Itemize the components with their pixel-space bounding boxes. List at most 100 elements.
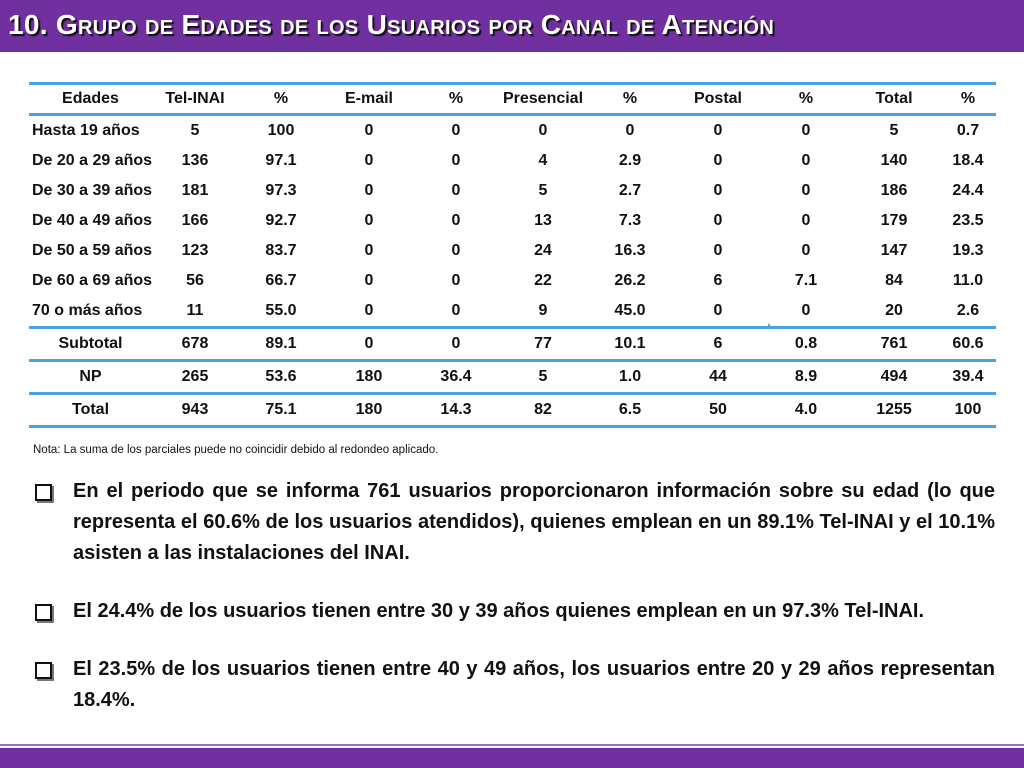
table-cell: 2.9	[618, 152, 642, 169]
table-cell: 186	[880, 182, 908, 199]
table-row: NP 265 53.6 180 36.4 5 1.0 44 8.9 494 39.4	[29, 359, 996, 394]
table-cell: 0	[713, 182, 723, 199]
table-row: De 40 a 49 años 166 92.7 0 0 13 7.3 0 0 179 23.5	[29, 206, 996, 236]
table-cell: 45.0	[614, 302, 646, 319]
table-row: Hasta 19 años 5 100 0 0 0 0 0 0 5 0.7	[29, 115, 996, 147]
table-cell: 0	[801, 302, 811, 319]
table-cell: 0	[713, 152, 723, 169]
table-cell: 7.1	[794, 272, 818, 289]
table-row: De 20 a 29 años 136 97.1 0 0 4 2.9 0 0 140 18.4	[29, 146, 996, 176]
table-cell: 0	[364, 122, 374, 139]
table-cell: 5	[538, 182, 548, 199]
table-cell: 24.4	[952, 182, 984, 199]
table-cell: 100	[267, 122, 295, 139]
checkbox-bullet-icon	[35, 484, 52, 501]
table-cell: 53.6	[238, 359, 324, 394]
table-cell: 4	[538, 152, 548, 169]
summary-bullets: En el periodo que se informa 761 usuario…	[33, 476, 995, 716]
table-cell: 6	[713, 272, 723, 289]
table-cell: 13	[534, 212, 552, 229]
table-cell: 0	[713, 212, 723, 229]
table-cell: 0	[364, 212, 374, 229]
table-cell: 77	[498, 326, 588, 361]
table-cell: 82	[498, 392, 588, 428]
table-cell: 89.1	[238, 326, 324, 361]
table-cell: 180	[324, 359, 414, 394]
table-cell: 0	[364, 152, 374, 169]
table-cell: 97.1	[265, 152, 297, 169]
table-cell: 55.0	[265, 302, 297, 319]
table-cell: 6	[672, 326, 764, 361]
table-cell: 9	[538, 302, 548, 319]
table-cell: 44	[672, 359, 764, 394]
header-presencial: Presencial	[498, 82, 588, 116]
table-cell: 39.4	[940, 359, 996, 394]
row-label-cell: Hasta 19 años	[32, 122, 140, 139]
table-cell: 23.5	[952, 212, 984, 229]
table-cell: 943	[152, 392, 238, 428]
table-cell: 50	[672, 392, 764, 428]
slide-title: 10. Grupo de Edades de los Usuarios por …	[8, 9, 775, 40]
table-cell: 180	[324, 392, 414, 428]
table-cell: 0	[801, 212, 811, 229]
table-cell: 0	[451, 272, 461, 289]
row-label-cell: Subtotal	[29, 326, 152, 361]
table-cell: 66.7	[265, 272, 297, 289]
table-cell: 83.7	[265, 242, 297, 259]
table-header-row: Edades Tel-INAI % E-mail % Presencial % …	[29, 82, 996, 116]
bullet-text: El 24.4% de los usuarios tienen entre 30…	[73, 600, 925, 622]
row-label-cell: Total	[29, 392, 152, 428]
table-cell: 2.6	[956, 302, 980, 319]
row-label-cell: De 40 a 49 años	[32, 212, 153, 229]
table-cell: 0	[713, 302, 723, 319]
table-cell: 0.7	[956, 122, 980, 139]
table-cell: 19.3	[952, 242, 984, 259]
header-tel-inai: Tel-INAI	[152, 82, 238, 116]
table-cell: 179	[880, 212, 908, 229]
title-bar: 10. Grupo de Edades de los Usuarios por …	[0, 0, 1024, 52]
table-cell: 140	[880, 152, 908, 169]
table-cell: 14.3	[414, 392, 498, 428]
table-cell: 1.0	[588, 359, 672, 394]
table-cell: 11	[186, 302, 204, 319]
table-cell: 8.9	[764, 359, 848, 394]
bullet-item: El 24.4% de los usuarios tienen entre 30…	[33, 596, 995, 627]
table-cell: 265	[152, 359, 238, 394]
table-cell: 181	[181, 182, 209, 199]
table-cell: 123	[181, 242, 209, 259]
table-row: De 50 a 59 años 123 83.7 0 0 24 16.3 0 0 147 19.3	[29, 236, 996, 266]
table-cell: 2.7	[618, 182, 642, 199]
table-row: De 60 a 69 años 56 66.7 0 0 22 26.2 6 7.1 84 11.0	[29, 266, 996, 296]
table-cell: 0	[451, 122, 461, 139]
table-cell: 100	[940, 392, 996, 428]
footer-line	[0, 744, 1024, 746]
table-cell: 4.0	[764, 392, 848, 428]
header-postal: Postal	[672, 82, 764, 116]
table-cell: 5	[498, 359, 588, 394]
marker-triangle-icon	[768, 323, 774, 329]
footer-bar	[0, 748, 1024, 768]
table-cell: 5	[889, 122, 899, 139]
table-cell: 0	[801, 152, 811, 169]
table-cell: 22	[534, 272, 552, 289]
bullet-text: En el periodo que se informa 761 usuario…	[73, 480, 995, 564]
table-row: Total 943 75.1 180 14.3 82 6.5 50 4.0 1255 100	[29, 392, 996, 428]
table-cell: 0	[451, 302, 461, 319]
table-cell: 166	[181, 212, 209, 229]
table-cell: 92.7	[265, 212, 297, 229]
row-label-cell: De 60 a 69 años	[32, 272, 153, 289]
table-cell: 75.1	[238, 392, 324, 428]
table-cell: 97.3	[265, 182, 297, 199]
table-cell: 147	[880, 242, 908, 259]
bullet-item: En el periodo que se informa 761 usuario…	[33, 476, 995, 569]
table-cell: 0	[364, 272, 374, 289]
table-cell: 11.0	[952, 272, 984, 289]
table-cell: 20	[885, 302, 903, 319]
table-cell: 678	[152, 326, 238, 361]
age-channel-table: Edades Tel-INAI % E-mail % Presencial % …	[29, 82, 996, 428]
table-note: Nota: La suma de los parciales puede no …	[33, 444, 439, 456]
table-cell: 0	[538, 122, 548, 139]
table-cell: 26.2	[614, 272, 646, 289]
table-cell: 0	[713, 242, 723, 259]
table-cell: 0	[451, 182, 461, 199]
